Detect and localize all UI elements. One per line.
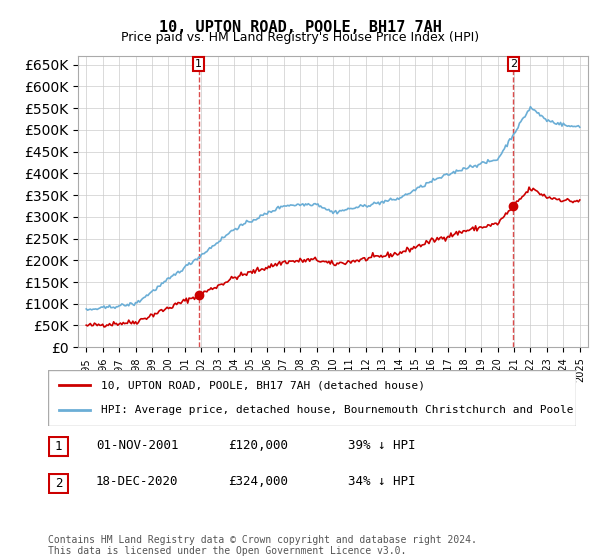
Text: 2: 2	[55, 477, 62, 490]
Text: £120,000: £120,000	[228, 438, 288, 452]
Text: Contains HM Land Registry data © Crown copyright and database right 2024.
This d: Contains HM Land Registry data © Crown c…	[48, 535, 477, 557]
Text: 2: 2	[510, 59, 517, 69]
Text: 18-DEC-2020: 18-DEC-2020	[96, 475, 179, 488]
Text: 39% ↓ HPI: 39% ↓ HPI	[348, 438, 415, 452]
FancyBboxPatch shape	[49, 437, 68, 456]
FancyBboxPatch shape	[49, 474, 68, 493]
Text: 10, UPTON ROAD, POOLE, BH17 7AH: 10, UPTON ROAD, POOLE, BH17 7AH	[158, 20, 442, 35]
Text: Price paid vs. HM Land Registry's House Price Index (HPI): Price paid vs. HM Land Registry's House …	[121, 31, 479, 44]
Text: 34% ↓ HPI: 34% ↓ HPI	[348, 475, 415, 488]
Text: 1: 1	[195, 59, 202, 69]
Text: 10, UPTON ROAD, POOLE, BH17 7AH (detached house): 10, UPTON ROAD, POOLE, BH17 7AH (detache…	[101, 380, 425, 390]
Text: HPI: Average price, detached house, Bournemouth Christchurch and Poole: HPI: Average price, detached house, Bour…	[101, 405, 574, 415]
Text: £324,000: £324,000	[228, 475, 288, 488]
FancyBboxPatch shape	[48, 370, 576, 426]
Text: 01-NOV-2001: 01-NOV-2001	[96, 438, 179, 452]
Text: 1: 1	[55, 440, 62, 454]
